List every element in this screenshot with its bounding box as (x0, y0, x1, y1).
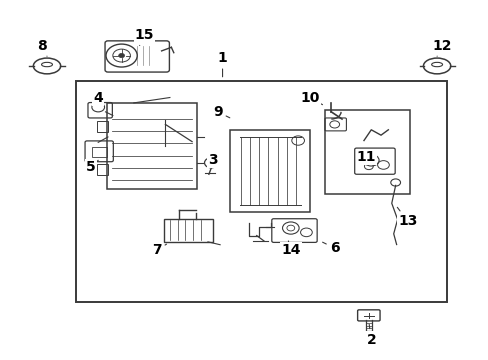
Bar (97, 164, 107, 175)
Text: 14: 14 (281, 241, 300, 257)
Bar (163, 219, 212, 242)
Bar (325, 110, 409, 194)
Text: 7: 7 (152, 243, 166, 257)
Circle shape (119, 53, 124, 58)
Text: 13: 13 (397, 207, 417, 228)
Text: 4: 4 (93, 90, 103, 104)
Bar (229, 130, 310, 212)
Text: 3: 3 (207, 153, 217, 167)
Text: 8: 8 (37, 39, 47, 56)
Bar (106, 103, 197, 189)
Bar (76, 81, 446, 302)
Text: 6: 6 (322, 241, 339, 255)
Text: 5: 5 (86, 160, 98, 175)
Text: 10: 10 (300, 90, 322, 105)
Text: 11: 11 (356, 150, 375, 164)
Text: 1: 1 (217, 51, 227, 77)
Text: 15: 15 (135, 28, 154, 45)
Bar (97, 121, 107, 132)
Text: 9: 9 (212, 105, 229, 119)
Text: 12: 12 (431, 39, 451, 56)
Text: 2: 2 (366, 324, 375, 347)
Bar (92, 147, 107, 157)
